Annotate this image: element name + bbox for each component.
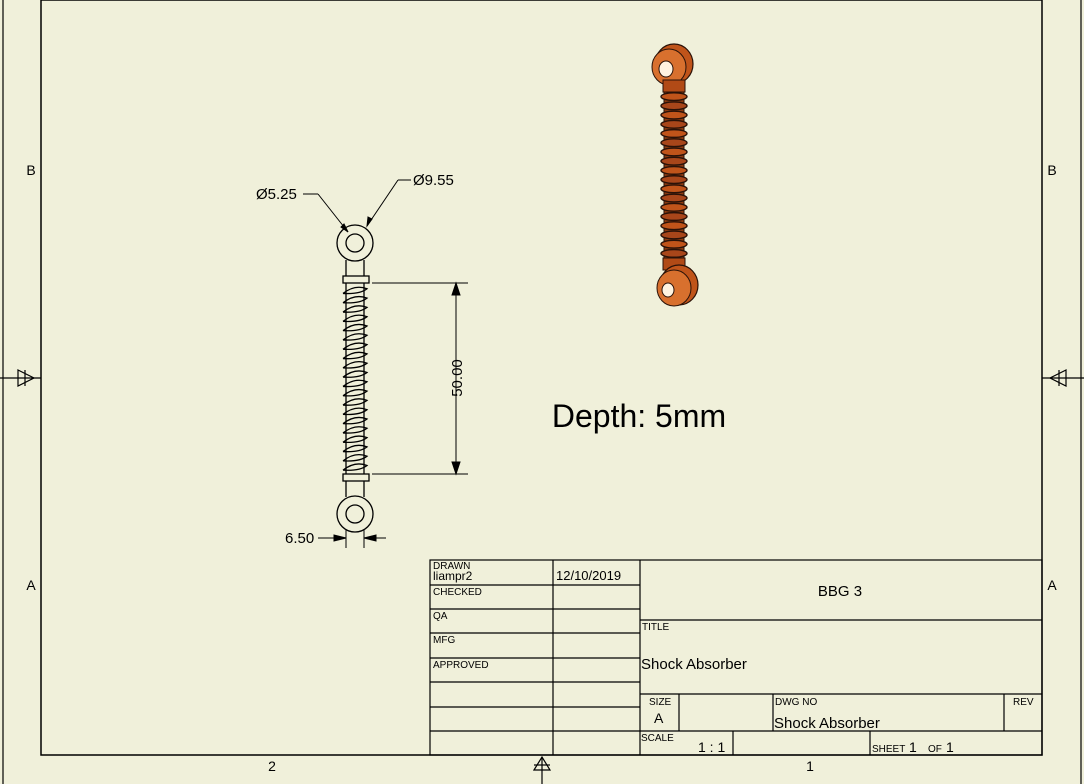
tb-rev-label: REV [1013, 697, 1034, 708]
depth-note: Depth: 5mm [552, 398, 726, 434]
zone-right-a: A [1047, 577, 1057, 593]
iso-spring-coil [660, 193, 688, 203]
spring-coil [342, 435, 369, 444]
dim-eye-diameter [366, 179, 411, 228]
iso-spring-coil [660, 221, 688, 231]
dim-hole-diameter [303, 193, 349, 233]
tb-drawn-by: liampr2 [433, 569, 473, 583]
tb-dwg-no: Shock Absorber [774, 715, 880, 732]
iso-spring-coil [660, 156, 688, 166]
tb-size-label: SIZE [649, 697, 672, 708]
iso-spring-coils [660, 92, 688, 258]
tb-drawn-label: DRAWN [433, 561, 470, 572]
spring-coil [342, 323, 369, 332]
dim-rod-width [318, 530, 386, 548]
spring-coil [342, 379, 369, 388]
iso-spring-coil [660, 230, 688, 240]
iso-spring-coil [660, 101, 688, 111]
spring-coil [342, 295, 369, 304]
tb-dwg-no-label: DWG NO [775, 697, 817, 708]
tb-mfg-label: MFG [433, 635, 455, 646]
zone-bottom-2: 2 [268, 758, 276, 774]
spring-coil [342, 351, 369, 360]
iso-spring-coil [660, 248, 688, 258]
iso-spring-coil [660, 138, 688, 148]
zone-left-a: A [26, 577, 36, 593]
isometric-view [651, 43, 699, 307]
tb-size: A [654, 710, 664, 726]
dim-eye-diameter-label: Ø9.55 [413, 172, 454, 189]
iso-spring-coil [660, 165, 688, 175]
spring-coil [342, 444, 369, 453]
iso-spring-coil [660, 175, 688, 185]
iso-spring-coil [660, 184, 688, 194]
dim-spring-length [372, 281, 468, 476]
zone-bottom-1: 1 [806, 758, 814, 774]
tb-company: BBG 3 [818, 583, 862, 600]
spring-coil [342, 314, 369, 323]
spring-coil [342, 426, 369, 434]
tb-drawn-date: 12/10/2019 [556, 568, 621, 583]
tb-title-label: TITLE [642, 622, 670, 633]
tb-sheet-num: 1 [909, 739, 917, 755]
dim-rod-width-label: 6.50 [285, 530, 314, 547]
iso-spring-coil [660, 92, 688, 102]
iso-spring-coil [660, 211, 688, 222]
spring-coil [342, 361, 369, 369]
center-mark-bottom [532, 755, 552, 784]
spring-coil [342, 370, 369, 378]
spring-coil [342, 388, 369, 397]
center-mark-left [17, 369, 36, 387]
tb-scale: 1 : 1 [698, 739, 725, 755]
zone-right-b: B [1047, 162, 1056, 178]
spring-coils [342, 286, 369, 471]
tb-title: Shock Absorber [641, 656, 747, 673]
title-block [429, 559, 1043, 756]
iso-spring-coil [660, 202, 688, 212]
spring-coil [342, 454, 369, 462]
tb-sheet-label: SHEET [872, 744, 905, 755]
tb-scale-label: SCALE [641, 733, 674, 744]
iso-spring-coil [660, 128, 688, 139]
spring-coil [342, 407, 369, 416]
iso-spring-coil [660, 147, 688, 157]
spring-coil [342, 463, 369, 471]
dim-spring-length-label: 50.00 [449, 359, 466, 397]
spring-coil [342, 333, 369, 341]
front-view [336, 224, 374, 533]
iso-spring-coil [660, 119, 688, 129]
tb-qa-label: QA [433, 611, 448, 622]
tb-of-label: OF [928, 744, 942, 755]
center-mark-right [1048, 369, 1067, 387]
zone-left-b: B [26, 162, 35, 178]
iso-spring-coil [660, 110, 688, 120]
tb-checked-label: CHECKED [433, 587, 482, 598]
spring-coil [342, 398, 369, 406]
dim-hole-diameter-label: Ø5.25 [256, 186, 297, 203]
tb-sheet-total: 1 [946, 739, 954, 755]
spring-coil [342, 305, 369, 313]
spring-coil [342, 286, 369, 295]
tb-approved-label: APPROVED [433, 660, 489, 671]
spring-coil [342, 342, 369, 351]
spring-coil [342, 416, 369, 425]
iso-spring-coil [660, 239, 688, 249]
